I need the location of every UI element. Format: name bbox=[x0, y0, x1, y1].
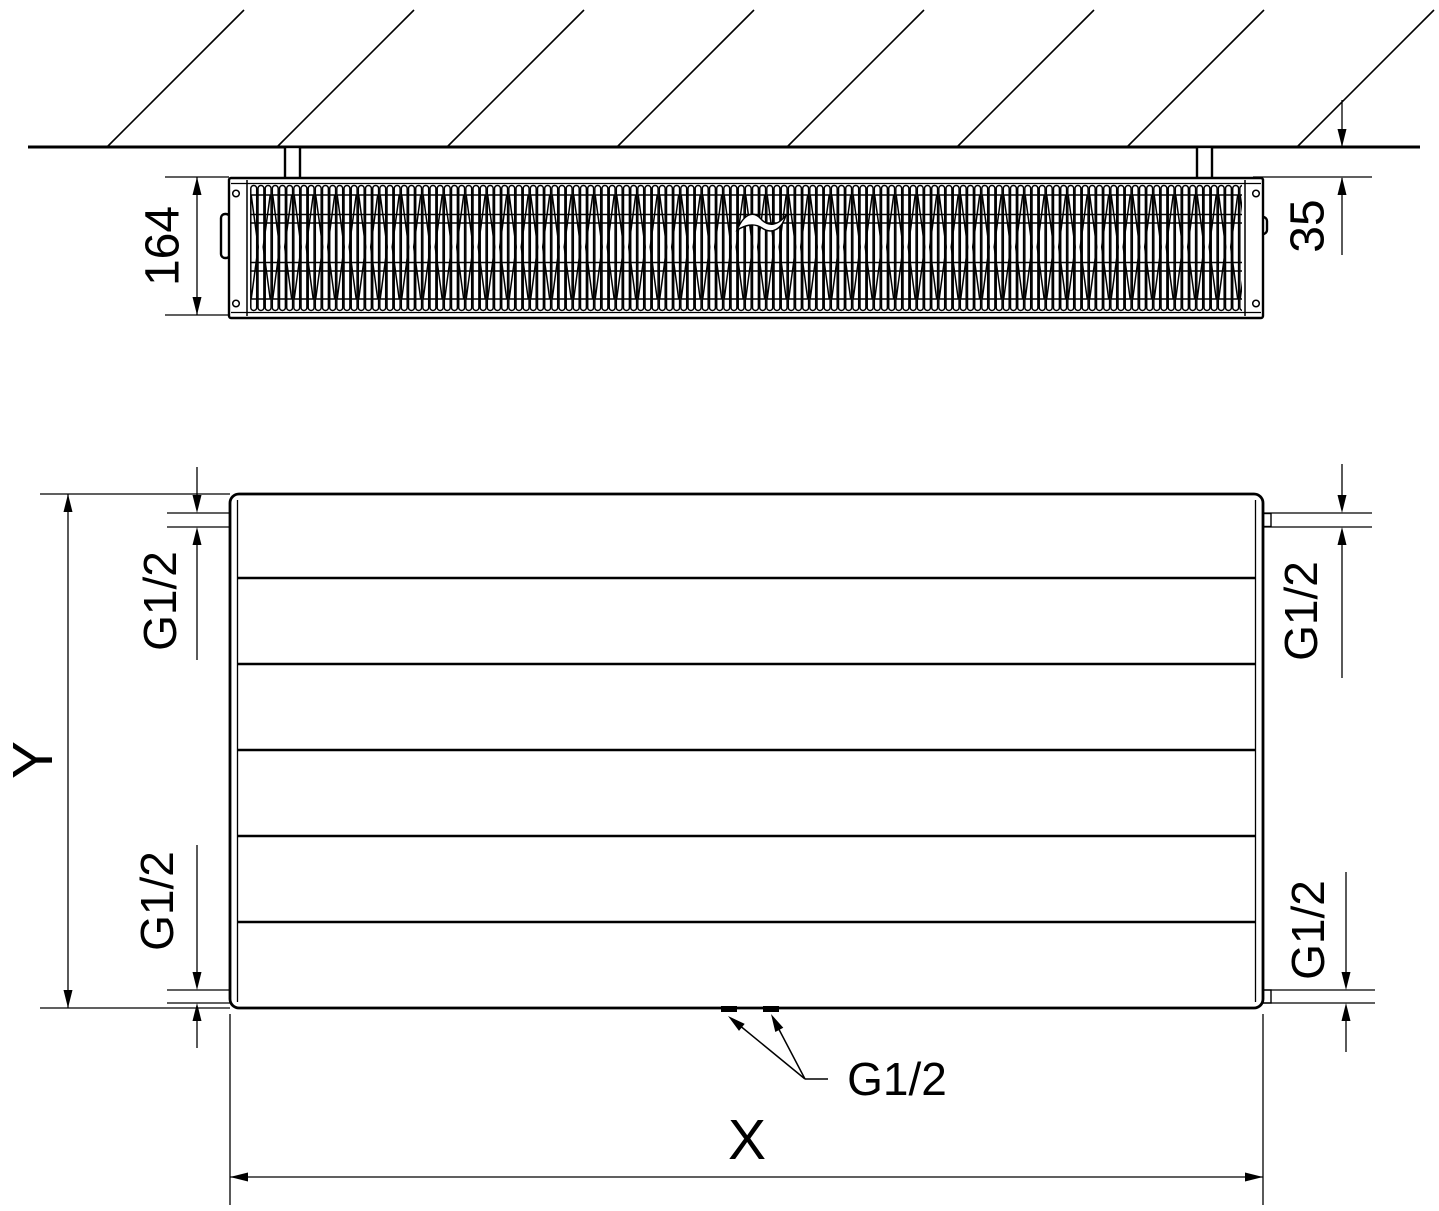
end-cap-screw bbox=[231, 299, 241, 308]
end-cap-screw bbox=[1251, 299, 1261, 308]
bracket-left bbox=[283, 145, 302, 182]
top-view-radiator bbox=[219, 176, 1269, 320]
dim-wall-clearance: 35 bbox=[1253, 100, 1372, 255]
dim-width-x: X bbox=[229, 1014, 1264, 1205]
g12-label-bottom-center: G1/2 bbox=[847, 1053, 947, 1105]
dim-g12-top-left: G1/2 bbox=[134, 467, 230, 660]
x-label: X bbox=[728, 1108, 766, 1172]
dim-g12-top-right: G1/2 bbox=[1263, 464, 1372, 678]
g12-label-top-right: G1/2 bbox=[1275, 561, 1327, 661]
front-view-panel bbox=[228, 492, 1272, 1012]
wall-hatching bbox=[106, 9, 1435, 148]
dim-depth: 164 bbox=[137, 176, 229, 316]
convector-fins bbox=[250, 184, 1242, 312]
y-label: Y bbox=[1, 741, 65, 779]
g12-label-bottom-right: G1/2 bbox=[1282, 880, 1334, 980]
panel-groove-lines bbox=[237, 576, 1256, 924]
dim-g12-bottom-right: G1/2 bbox=[1263, 872, 1375, 1052]
dim-label-164: 164 bbox=[137, 206, 190, 286]
end-cap-screw bbox=[231, 189, 241, 198]
bracket-right bbox=[1195, 145, 1214, 182]
leader-bottom-ports: G1/2 bbox=[728, 1014, 947, 1105]
g12-label-bottom-left: G1/2 bbox=[131, 851, 183, 951]
dim-height-y: Y bbox=[1, 493, 230, 1009]
end-cap-screw bbox=[1251, 189, 1261, 198]
g12-label-top-left: G1/2 bbox=[134, 551, 186, 651]
fin-break-mark bbox=[735, 213, 787, 232]
dim-g12-bottom-left: G1/2 bbox=[131, 845, 230, 1048]
dim-label-35: 35 bbox=[1282, 199, 1335, 252]
